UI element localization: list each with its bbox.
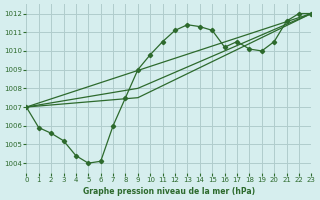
X-axis label: Graphe pression niveau de la mer (hPa): Graphe pression niveau de la mer (hPa) xyxy=(83,187,255,196)
